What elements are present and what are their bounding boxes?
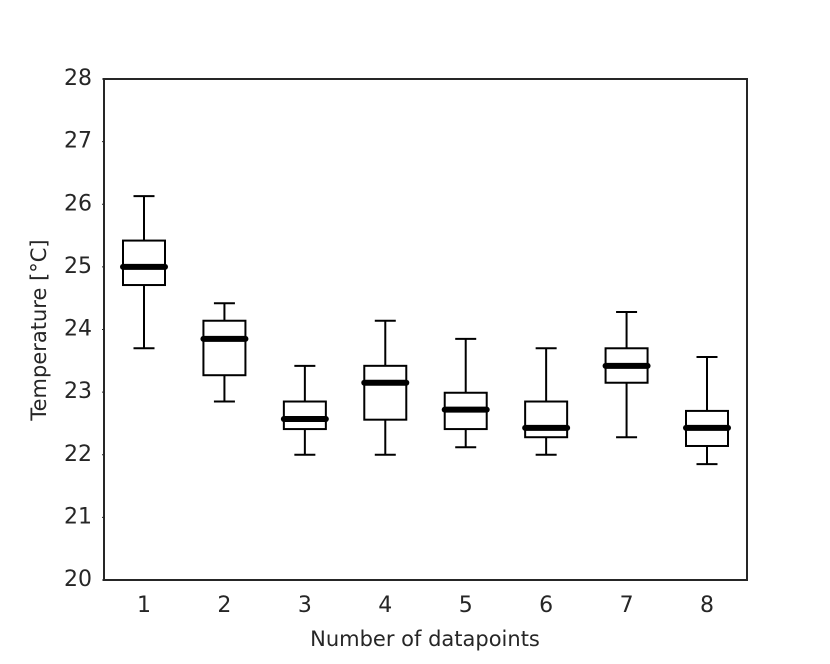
y-tick-label: 28 <box>64 66 92 91</box>
x-tick-label: 7 <box>620 593 634 618</box>
y-axis-label: Temperature [°C] <box>27 239 51 421</box>
box <box>363 364 408 421</box>
y-tick-label: 20 <box>64 567 92 592</box>
x-tick-label: 2 <box>217 593 231 618</box>
x-tick-label: 5 <box>459 593 473 618</box>
box <box>524 400 569 439</box>
plot-frame <box>103 78 748 581</box>
box <box>202 319 247 377</box>
box <box>282 400 327 431</box>
x-tick-label: 3 <box>298 593 312 618</box>
x-tick-label: 4 <box>378 593 392 618</box>
y-tick-label: 21 <box>64 504 92 529</box>
y-tick-label: 25 <box>64 254 92 279</box>
box <box>122 239 166 287</box>
y-tick-label: 22 <box>64 442 92 467</box>
y-tick-label: 24 <box>64 317 92 342</box>
x-tick-label: 8 <box>700 593 714 618</box>
y-tick-label: 27 <box>64 129 92 154</box>
y-tick-label: 23 <box>64 379 92 404</box>
y-tick-label: 26 <box>64 191 92 216</box>
x-axis-label: Number of datapoints <box>310 627 540 651</box>
x-tick-label: 1 <box>137 593 151 618</box>
x-tick-label: 6 <box>539 593 553 618</box>
